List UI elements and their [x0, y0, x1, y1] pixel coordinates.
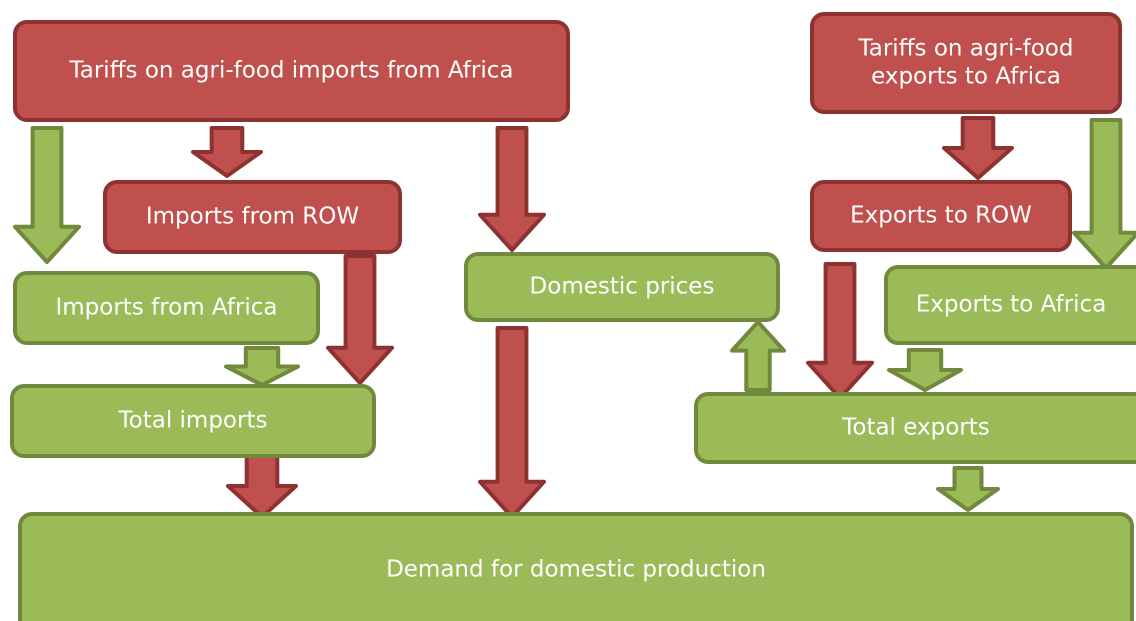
arrow [942, 116, 1014, 180]
node: Imports from Africa [13, 271, 320, 345]
arrow [13, 126, 81, 264]
node-label: Tariffs on agri-food imports from Africa [69, 58, 514, 84]
node-label: Imports from ROW [146, 204, 359, 230]
arrow [1072, 118, 1136, 270]
node-box [810, 180, 1072, 252]
node-label: Tariffs on agri-food [858, 36, 1074, 62]
node: Tariffs on agri-food imports from Africa [13, 20, 570, 122]
arrow [887, 348, 963, 392]
node-box [810, 12, 1122, 114]
arrow [191, 126, 263, 178]
node: Imports from ROW [103, 180, 402, 254]
node: Exports to Africa [884, 265, 1136, 345]
arrow [326, 254, 394, 385]
node: Demand for domestic production [18, 512, 1134, 621]
node-box [18, 512, 1134, 621]
node-label: Exports to Africa [916, 292, 1107, 318]
node-box [464, 252, 780, 322]
arrow [478, 326, 546, 519]
node-box [13, 20, 570, 122]
node-label: Total exports [841, 415, 990, 441]
node-box [694, 392, 1136, 464]
arrow [478, 126, 546, 252]
node: Domestic prices [464, 252, 780, 322]
node: Total exports [694, 392, 1136, 464]
node: Total imports [10, 384, 376, 458]
node-box [10, 384, 376, 458]
arrow [806, 262, 874, 400]
node: Exports to ROW [810, 180, 1072, 252]
node-label: Total imports [118, 408, 268, 434]
arrow [936, 466, 1000, 512]
node-box [884, 265, 1136, 345]
node-box [13, 271, 320, 345]
node-box [103, 180, 402, 254]
node-label: Demand for domestic production [386, 557, 766, 583]
arrow [730, 320, 786, 392]
node-label: Exports to ROW [850, 203, 1032, 229]
node-label: Domestic prices [530, 274, 715, 300]
node-label: Imports from Africa [55, 295, 277, 321]
arrow [224, 346, 300, 387]
node-label: exports to Africa [871, 64, 1061, 90]
arrow [226, 453, 298, 519]
